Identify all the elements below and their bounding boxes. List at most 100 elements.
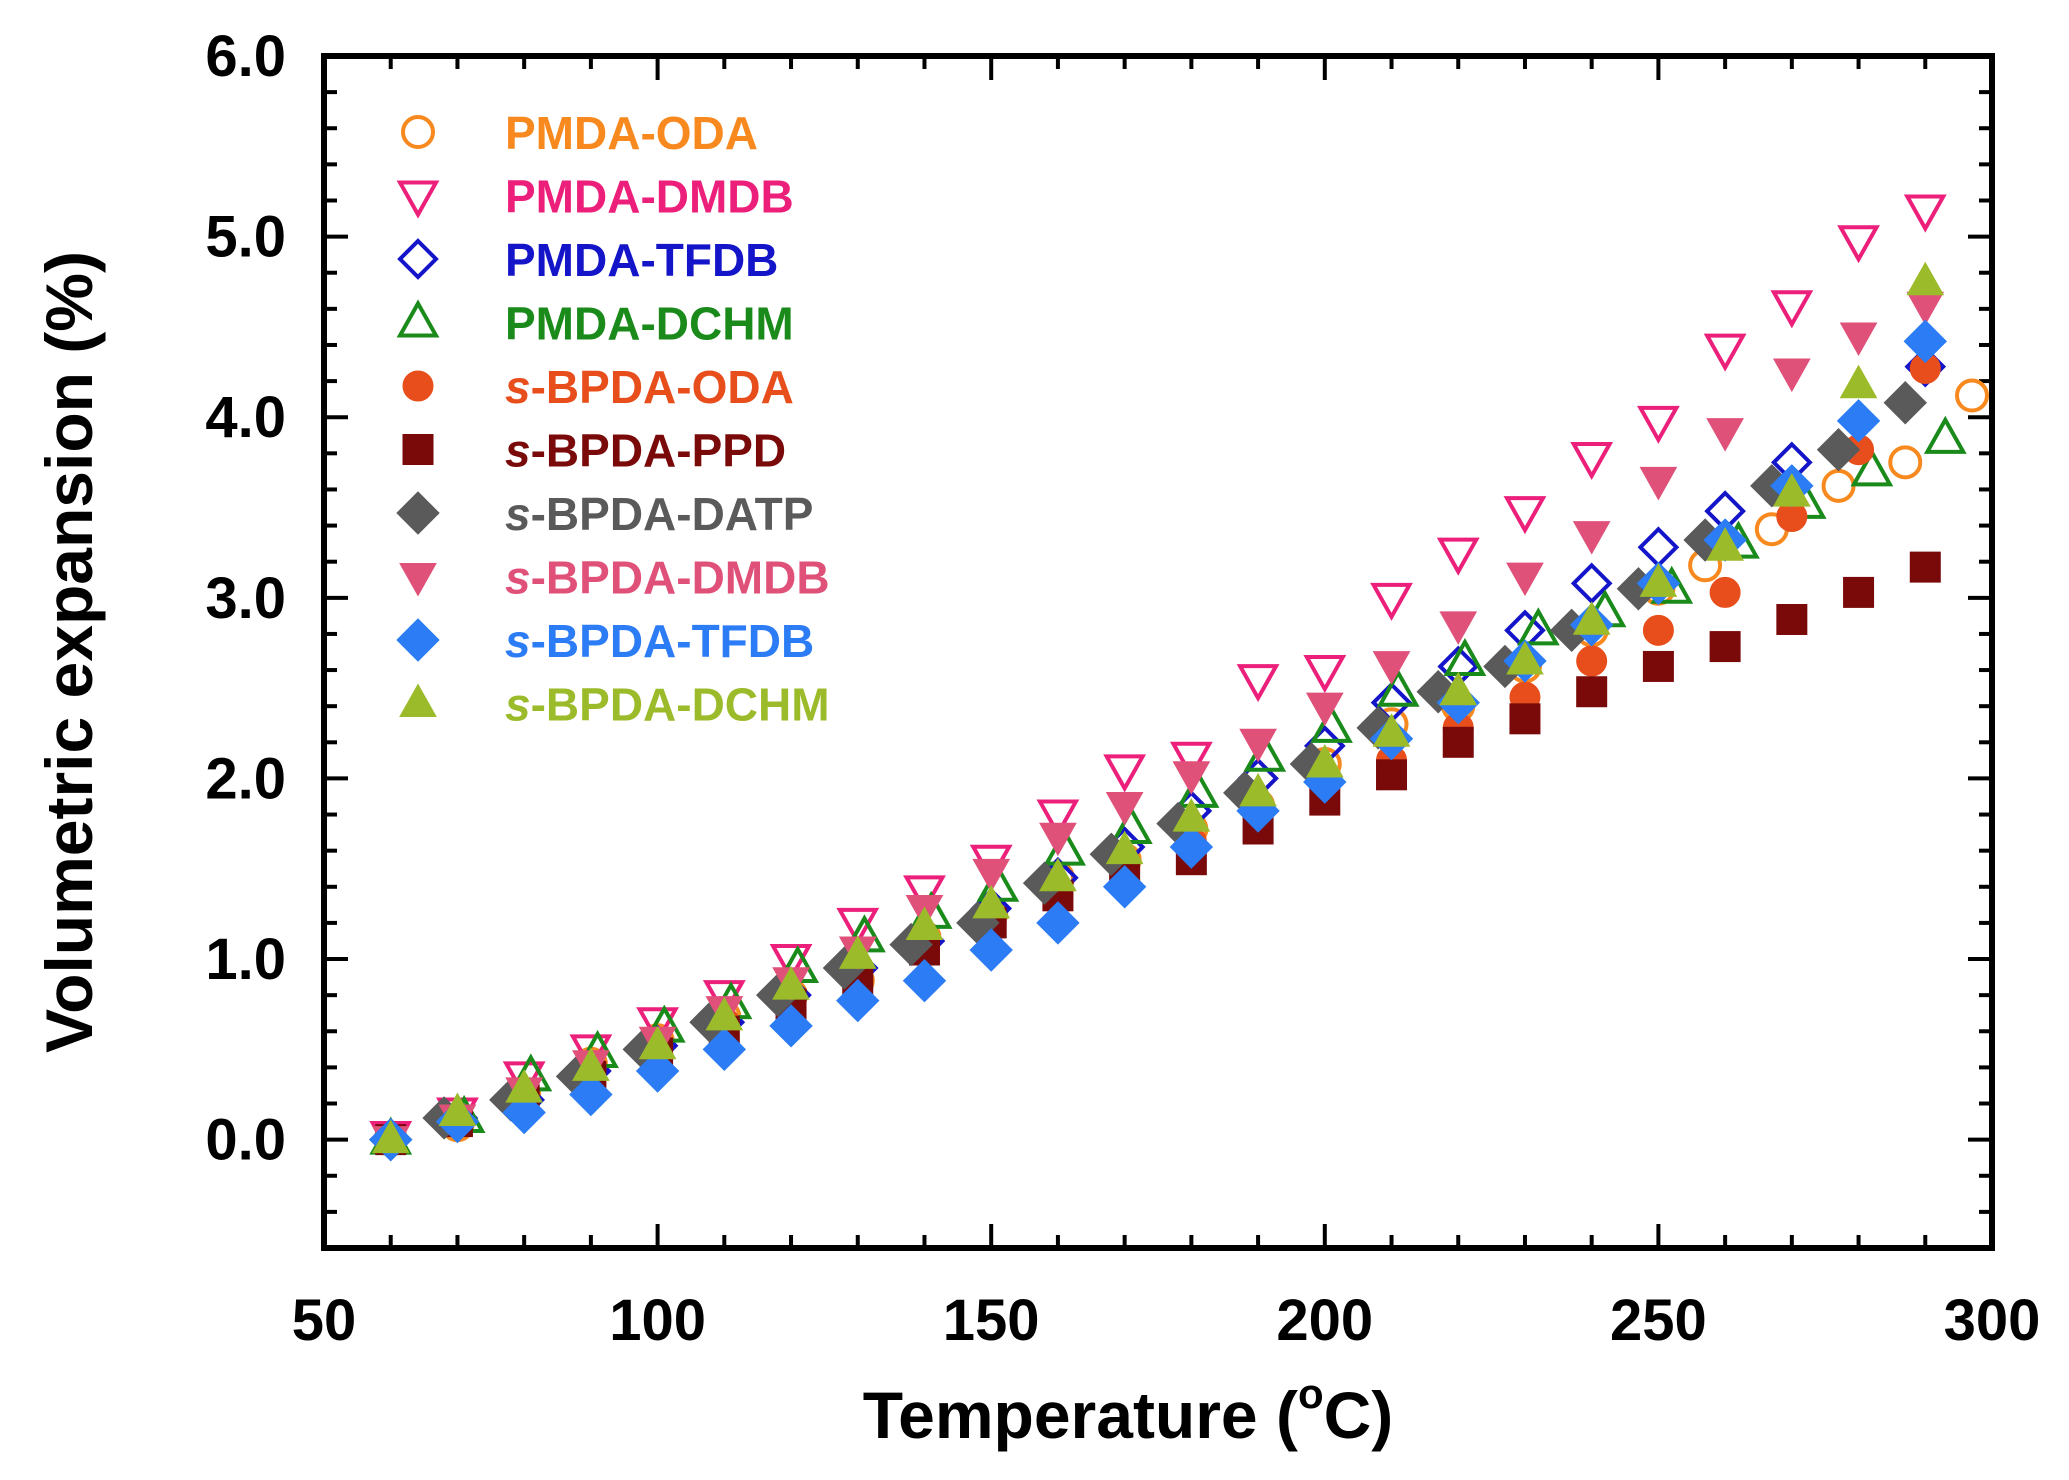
- legend-marker: [402, 370, 434, 402]
- legend-entry: s-BPDA-DCHM: [399, 679, 830, 731]
- y-tick-label: 6.0: [205, 24, 286, 89]
- data-point: [1570, 441, 1614, 481]
- y-tick-label: 2.0: [205, 746, 286, 811]
- data-point: [638, 1025, 677, 1060]
- data-point: [1923, 415, 1967, 454]
- data-point: [1909, 551, 1941, 583]
- legend-label-text: -BPDA-DATP: [531, 488, 814, 540]
- legend-label: s-BPDA-DATP: [505, 488, 813, 540]
- data-point: [972, 858, 1011, 893]
- x-tick-label: 150: [943, 1288, 1040, 1353]
- legend-label: s-BPDA-PPD: [505, 425, 786, 477]
- x-tick-label: 50: [292, 1288, 357, 1353]
- data-point: [1639, 563, 1678, 597]
- y-axis-title: Volumetric expansion (%): [32, 251, 106, 1053]
- data-point: [1172, 798, 1211, 832]
- data-point: [569, 1072, 613, 1117]
- legend-marker: [402, 434, 434, 465]
- data-point: [1572, 601, 1611, 635]
- data-point: [1102, 865, 1147, 909]
- legend-label-text: -BPDA-PPD: [531, 425, 787, 477]
- data-point: [1850, 448, 1894, 487]
- legend-entry: s-BPDA-ODA: [402, 361, 794, 413]
- data-point: [1516, 607, 1560, 646]
- legend-label-prefix: s: [505, 615, 531, 667]
- data-point: [1105, 792, 1144, 826]
- data-point: [635, 1049, 680, 1093]
- data-point: [371, 1119, 410, 1154]
- data-point: [1839, 322, 1878, 356]
- data-point: [1509, 703, 1541, 735]
- data-point: [1639, 466, 1678, 501]
- data-point: [1772, 473, 1811, 507]
- series-9: [371, 261, 1945, 1154]
- data-point: [1572, 521, 1611, 555]
- legend-entry: s-BPDA-PPD: [402, 425, 786, 477]
- data-point: [1439, 671, 1478, 706]
- data-point: [1888, 445, 1923, 480]
- x-axis-title: Temperature (oC): [863, 1370, 1394, 1452]
- legend-label-prefix: s: [505, 488, 531, 540]
- data-point: [1636, 405, 1680, 444]
- data-point: [1305, 692, 1344, 727]
- data-point: [1776, 603, 1808, 635]
- x-axis-title-main: Temperature (: [863, 1378, 1298, 1452]
- data-point: [1903, 194, 1947, 233]
- legend-label-prefix: s: [505, 361, 531, 413]
- legend-label: PMDA-TFDB: [505, 234, 778, 286]
- y-tick-label: 1.0: [205, 927, 286, 992]
- data-point: [1372, 651, 1411, 685]
- data-point: [636, 1007, 680, 1046]
- legend-entry: PMDA-DCHM: [396, 298, 794, 350]
- data-point: [1709, 576, 1741, 608]
- legend-label: s-BPDA-ODA: [505, 361, 794, 413]
- data-point: [1310, 704, 1353, 743]
- data-point: [903, 875, 946, 914]
- x-tick-label: 100: [609, 1288, 706, 1353]
- data-point: [1506, 562, 1544, 597]
- data-point: [1642, 650, 1674, 682]
- legend-label: s-BPDA-TFDB: [505, 615, 814, 667]
- data-point: [1772, 358, 1811, 393]
- data-point: [1903, 319, 1947, 364]
- legend-entry: PMDA-ODA: [401, 107, 758, 159]
- data-point: [1039, 857, 1077, 892]
- legend-marker: [399, 563, 437, 597]
- data-point: [1503, 496, 1547, 535]
- data-point: [1036, 901, 1080, 945]
- data-point: [1036, 799, 1080, 838]
- legend-label: PMDA-DMDB: [505, 171, 794, 223]
- data-point: [772, 966, 810, 1000]
- data-point: [1039, 822, 1077, 857]
- y-tick-label: 0.0: [205, 1108, 286, 1173]
- data-point: [1837, 225, 1880, 264]
- data-point: [969, 928, 1013, 972]
- x-tick-label: 300: [1944, 1288, 2041, 1353]
- legend-label-text: -BPDA-TFDB: [531, 615, 815, 667]
- data-point: [1443, 637, 1487, 677]
- legend-label-prefix: s: [505, 679, 531, 731]
- data-point: [1376, 759, 1408, 791]
- data-point: [1506, 641, 1544, 675]
- legend-entry: PMDA-DMDB: [396, 171, 794, 223]
- legend-label-text: -BPDA-DCHM: [531, 679, 830, 731]
- legend-label-text: -BPDA-ODA: [531, 361, 794, 413]
- data-point: [1239, 728, 1277, 763]
- data-point: [836, 978, 880, 1023]
- data-point: [1372, 713, 1411, 747]
- data-point: [905, 906, 944, 941]
- data-point: [1169, 741, 1213, 780]
- data-point: [1376, 668, 1420, 707]
- data-point: [1370, 582, 1413, 621]
- legend-label: PMDA-ODA: [505, 107, 758, 159]
- data-point: [1436, 537, 1480, 576]
- legend-entry: PMDA-TFDB: [397, 234, 778, 286]
- data-point: [1169, 825, 1214, 869]
- legend-label: s-BPDA-DCHM: [505, 679, 830, 731]
- x-axis-title-superscript: o: [1298, 1370, 1324, 1417]
- legend-label-prefix: s: [505, 552, 531, 604]
- data-point: [505, 1069, 544, 1103]
- data-point: [1105, 830, 1144, 865]
- y-tick-label: 5.0: [205, 205, 286, 270]
